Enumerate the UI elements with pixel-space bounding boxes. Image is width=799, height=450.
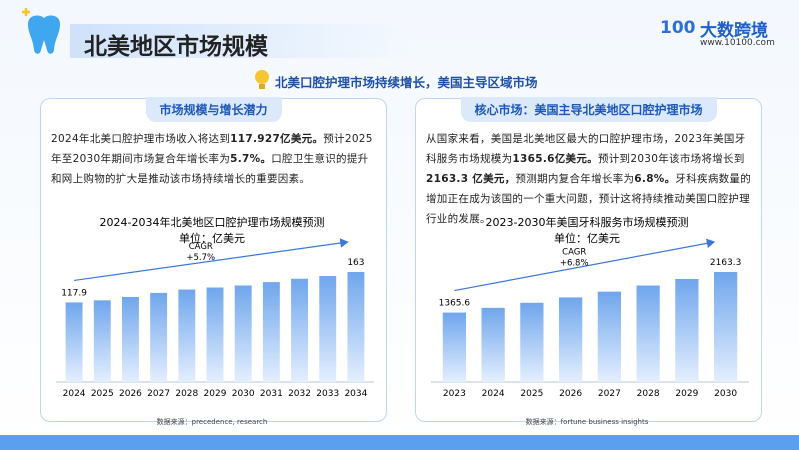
bar [442,312,466,382]
panel-heading: 市场规模与增长潜力 [145,97,282,122]
source: 数据来源：precedence, research [157,417,268,426]
text-run: 预计2025年至2030年期间市场复合年增长率为 [51,133,373,165]
bar [178,289,196,382]
text-run: 2024年北美口腔护理市场收入将达到 [51,133,231,145]
x-tick-label: 2031 [260,389,283,399]
paragraph: 2024年北美口腔护理市场收入将达到117.927亿美元。预计2025年至203… [51,129,378,189]
x-tick-label: 2025 [91,389,114,399]
value-label: 2163.3 [710,258,742,268]
x-tick-label: 2033 [316,389,339,399]
title-bar [70,24,410,58]
bar [714,272,738,382]
text-run: 预测期内复合年增长率为 [515,173,635,185]
x-tick-label: 2029 [675,389,698,399]
cagr-arrow [74,238,349,282]
footer-bar [0,435,799,450]
bar [319,276,337,382]
chart-title: 2023-2030年美国牙科服务市场规模预测 [486,215,689,229]
x-tick-label: 2026 [559,389,582,399]
x-tick-label: 2029 [204,389,227,399]
text-run: 5.7%。 [230,153,272,165]
text-run: 6.8%。 [634,173,676,185]
x-tick-label: 2025 [520,389,543,399]
text-run: 牙科疾病数量的增加正在成为该国的一个重大问题，预计这将持续推动美国口腔护理行业的… [426,173,752,225]
bar [347,272,365,382]
text-run: 1365.6亿美元。 [512,153,598,165]
x-tick-label: 2028 [637,389,660,399]
x-tick-label: 2034 [344,389,367,399]
text-run: 预计到2030年该市场将增长到 [597,153,745,165]
value-label: 1365.6 [439,299,471,309]
x-tick-label: 2023 [443,389,466,399]
bar [65,302,83,382]
bar [122,296,139,382]
bar [93,300,111,382]
x-tick-label: 2026 [119,389,142,399]
bar [262,282,280,382]
bar [291,278,308,382]
annotation: +5.7% [186,253,215,263]
cagr-arrow [454,238,716,292]
text-run: 2163.3 亿美元， [426,173,516,185]
bulb-icon [255,70,269,89]
x-tick-label: 2028 [175,389,198,399]
x-tick-label: 2027 [147,389,170,399]
bar [597,291,621,382]
x-tick-label: 2030 [714,389,737,399]
chart-subtitle: 单位：亿美元 [554,231,620,245]
text-run: 口腔卫生意识的提升和网上购物的扩大是推动该市场持续增长的重要因素。 [51,153,369,185]
panel: 核心市场：美国主导北美地区口腔护理市场从国家来看，美国是北美地区最大的口腔护理市… [415,97,762,422]
bar [481,307,505,382]
bar [559,297,583,382]
bar [636,285,660,382]
source: 数据来源：fortune business insights [526,417,649,426]
annotation: +6.8% [560,258,589,268]
chart-subtitle: 单位：亿美元 [179,231,245,245]
bar [520,302,544,382]
x-tick-label: 2027 [598,389,621,399]
x-tick-label: 2030 [232,389,255,399]
logo-url: www.10100.com [700,38,775,48]
value-label: 117.9 [61,288,87,298]
chart-title: 2024-2034年北美地区口腔护理市场规模预测 [100,215,325,229]
bar [150,292,168,382]
paragraph: 从国家来看，美国是北美地区最大的口腔护理市场，2023年美国牙科服务市场规模为1… [426,129,753,229]
bar [675,278,699,382]
bar [234,285,252,382]
annotation: CAGR [562,247,586,257]
logo-name: 大数跨境 [700,21,768,41]
page-title: 北美地区市场规模 [84,34,268,60]
annotation: CAGR [189,242,213,252]
logo-mark: 100 [660,18,696,38]
bar [206,287,224,382]
banner: 北美口腔护理市场持续增长，美国主导区域市场 [275,75,538,90]
text-run: 从国家来看，美国是北美地区最大的口腔护理市场，2023年美国牙科服务市场规模为 [426,133,746,165]
value-label: 163 [347,258,364,268]
x-tick-label: 2024 [482,389,505,399]
panel-heading: 核心市场：美国主导北美地区口腔护理市场 [460,97,717,122]
x-tick-label: 2024 [63,389,86,399]
x-tick-label: 2032 [288,389,311,399]
text-run: 117.927亿美元。 [230,133,324,145]
tooth-icon [22,8,60,54]
